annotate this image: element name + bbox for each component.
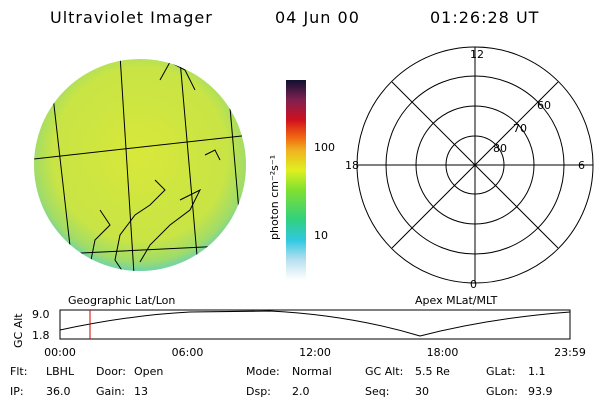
mlat-label: 60 bbox=[537, 99, 551, 112]
colorbar-label: photon cm⁻²s⁻¹ bbox=[268, 155, 281, 240]
info-key: Flt: bbox=[10, 365, 27, 378]
time: 01:26:28 UT bbox=[430, 8, 539, 27]
info-key: Dsp: bbox=[246, 385, 271, 398]
info-value: 1.1 bbox=[528, 365, 546, 378]
mlt-label: 18 bbox=[345, 159, 359, 172]
alt-xtick: 00:00 bbox=[44, 346, 76, 359]
colorbar bbox=[286, 80, 306, 280]
alt-xtick: 23:59 bbox=[554, 346, 586, 359]
colorbar-tick: 10 bbox=[314, 229, 328, 242]
mlt-label: 0 bbox=[470, 278, 477, 291]
alt-xtick: 06:00 bbox=[172, 346, 204, 359]
mlat-label: 70 bbox=[513, 122, 527, 135]
colorbar-tick: 100 bbox=[314, 141, 335, 154]
mlat-label: 80 bbox=[493, 142, 507, 155]
info-key: Seq: bbox=[365, 385, 389, 398]
earth-image bbox=[34, 59, 246, 271]
alt-xtick: 12:00 bbox=[299, 346, 331, 359]
mlt-label: 6 bbox=[578, 159, 585, 172]
polar-grid bbox=[356, 46, 594, 284]
alt-ytick: 1.8 bbox=[32, 329, 50, 342]
alt-axis-label: GC Alt bbox=[12, 313, 25, 348]
altitude-plot bbox=[59, 309, 571, 340]
panel-label: Geographic Lat/Lon bbox=[68, 294, 175, 307]
info-key: IP: bbox=[10, 385, 24, 398]
panel-label: Apex MLat/MLT bbox=[415, 294, 498, 307]
info-value: Normal bbox=[292, 365, 332, 378]
date: 04 Jun 00 bbox=[275, 8, 360, 27]
alt-ytick: 9.0 bbox=[32, 308, 50, 321]
info-key: Door: bbox=[96, 365, 126, 378]
info-key: Gain: bbox=[96, 385, 125, 398]
info-key: Mode: bbox=[246, 365, 280, 378]
info-value: Open bbox=[134, 365, 163, 378]
info-key: GC Alt: bbox=[365, 365, 403, 378]
info-value: 93.9 bbox=[528, 385, 553, 398]
title: Ultraviolet Imager bbox=[50, 8, 213, 27]
info-key: GLon: bbox=[486, 385, 518, 398]
info-value: 30 bbox=[415, 385, 429, 398]
info-value: 13 bbox=[134, 385, 148, 398]
info-value: LBHL bbox=[46, 365, 75, 378]
info-value: 5.5 Re bbox=[415, 365, 450, 378]
mlt-label: 12 bbox=[470, 48, 484, 61]
info-key: GLat: bbox=[486, 365, 515, 378]
info-value: 2.0 bbox=[292, 385, 310, 398]
info-value: 36.0 bbox=[46, 385, 71, 398]
alt-xtick: 18:00 bbox=[427, 346, 459, 359]
